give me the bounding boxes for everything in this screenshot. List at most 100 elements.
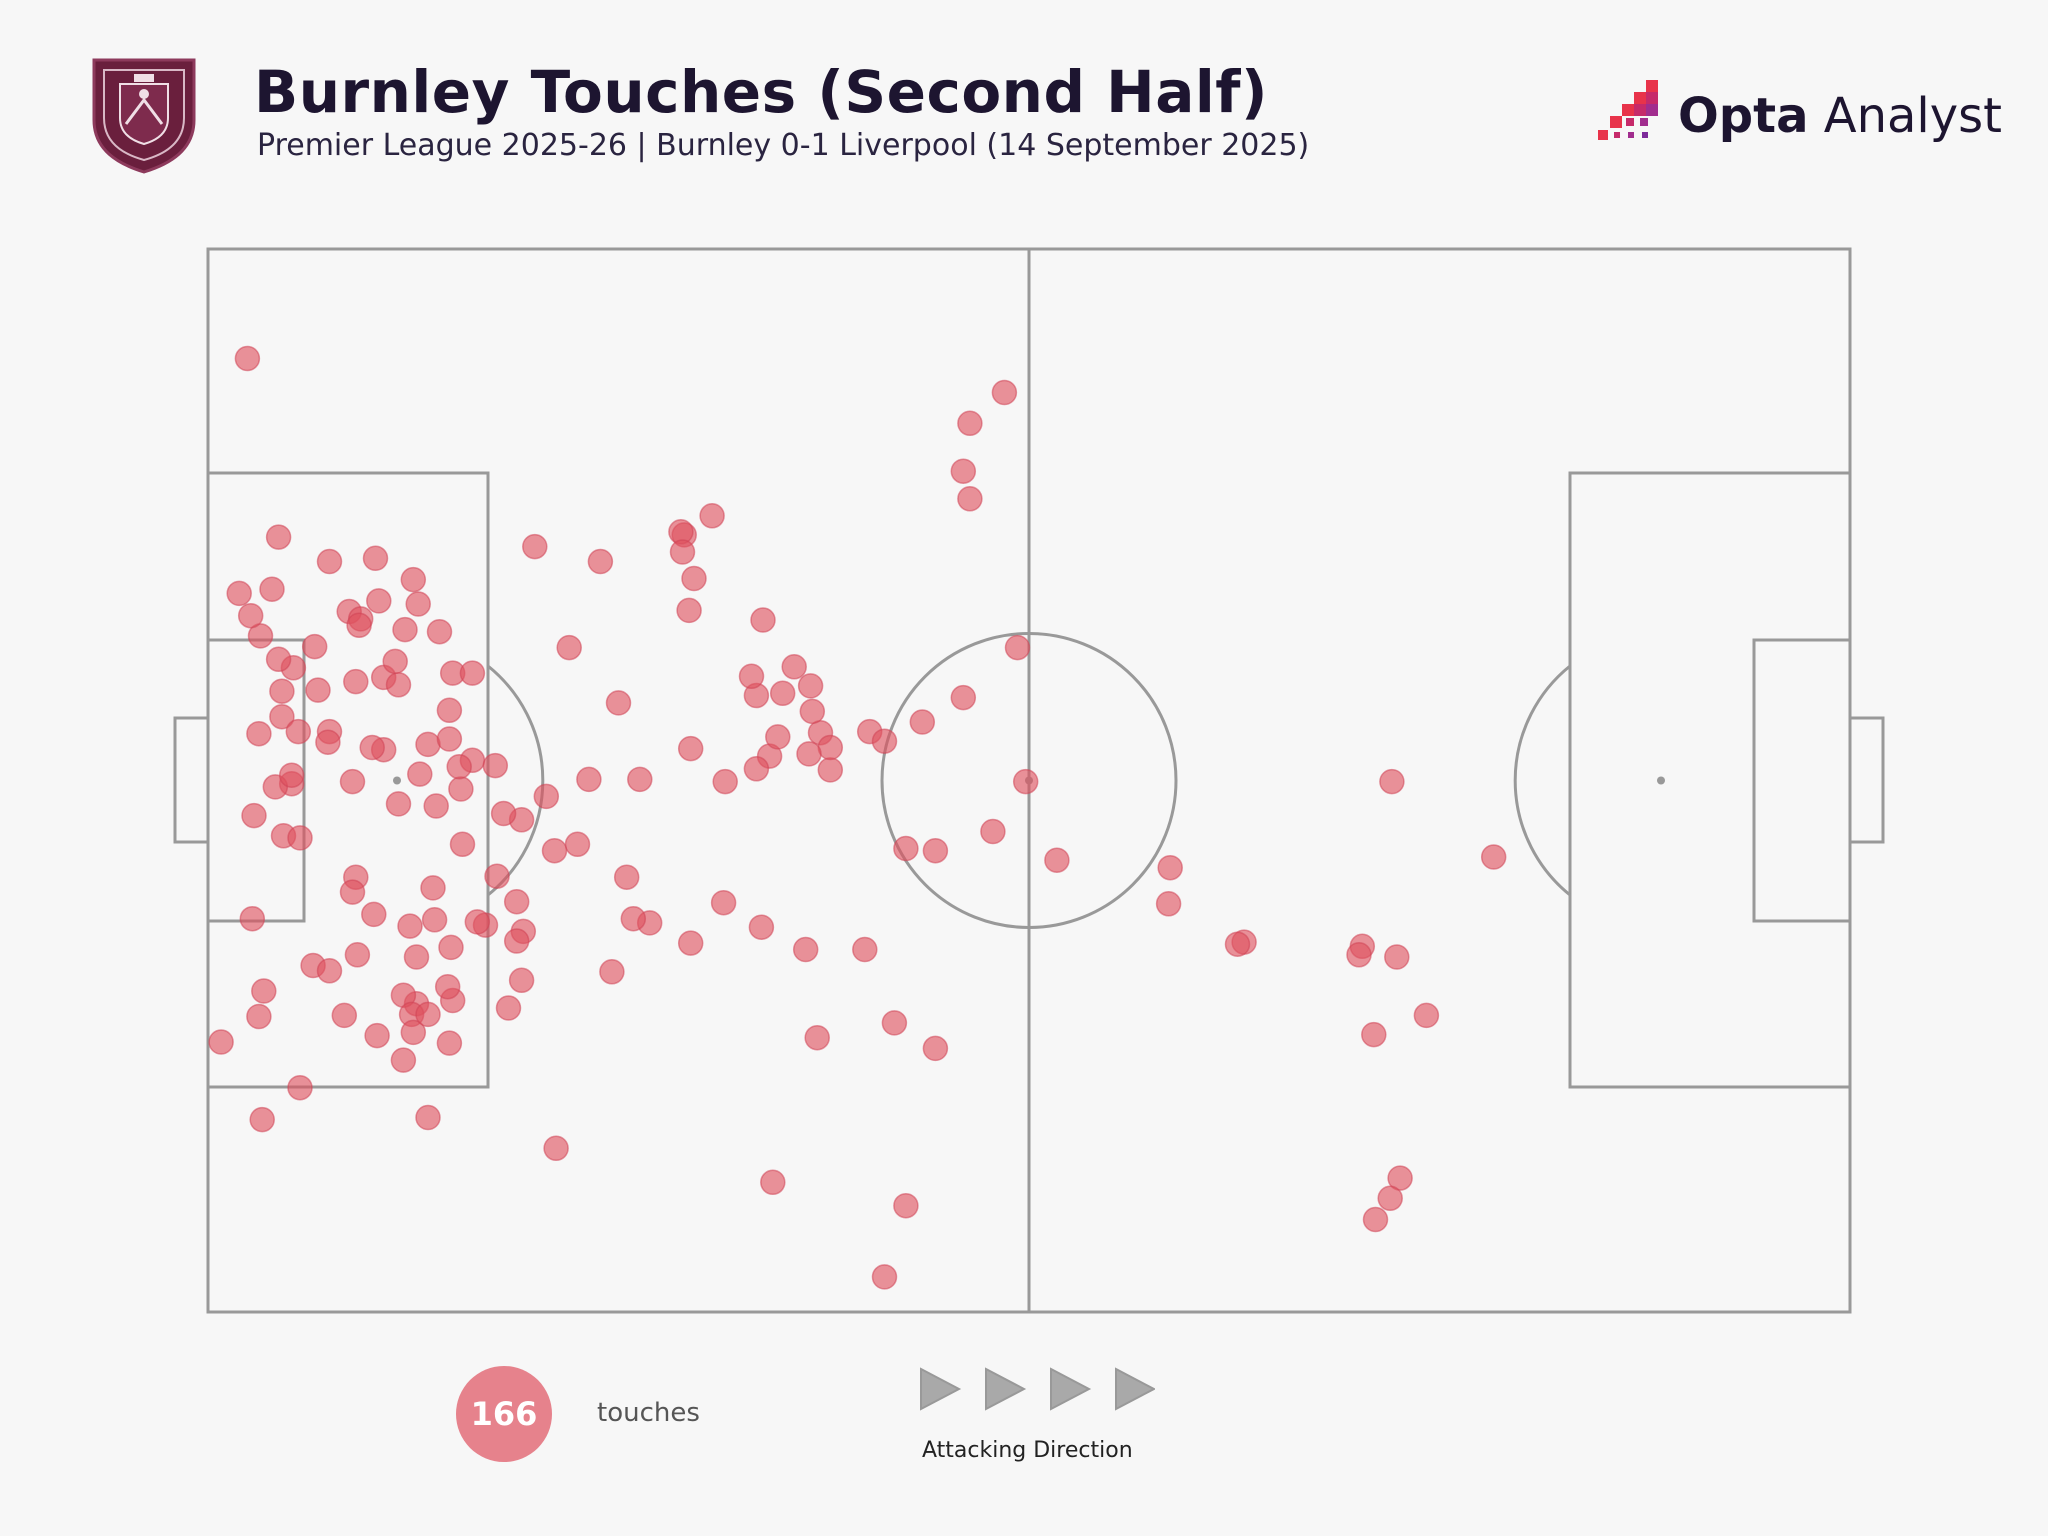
touch-point	[400, 1019, 427, 1046]
touch-point	[459, 660, 486, 686]
touch-point	[681, 565, 707, 592]
touch-point	[305, 677, 331, 703]
left-goal	[173, 716, 210, 844]
touch-point	[390, 1047, 417, 1073]
touch-point	[301, 633, 328, 660]
touch-point	[237, 602, 264, 629]
touch-point	[403, 944, 430, 970]
touch-point	[676, 597, 702, 624]
page-subtitle: Premier League 2025-26 | Burnley 0-1 Liv…	[257, 128, 1310, 163]
touch-point	[287, 825, 313, 851]
touch-point	[359, 734, 385, 761]
touch-point	[344, 942, 371, 968]
play-triangle-icon	[1050, 1367, 1092, 1411]
touch-point	[482, 752, 509, 779]
brand-name-light: Analyst	[1808, 88, 2002, 144]
touch-point	[246, 1003, 272, 1030]
touch-point	[331, 1002, 358, 1029]
touch-point	[503, 888, 530, 915]
touch-point	[362, 545, 389, 572]
touch-point	[1346, 942, 1372, 968]
touch-point	[991, 379, 1018, 406]
touch-point	[1413, 1002, 1440, 1029]
touch-point	[361, 901, 387, 928]
touch-point	[799, 698, 826, 725]
touch-point	[397, 913, 423, 939]
touch-point	[677, 735, 704, 762]
touch-point	[765, 724, 791, 750]
touch-point	[781, 654, 807, 680]
touch-point	[503, 928, 530, 954]
touch-point	[881, 1010, 908, 1036]
touch-point	[893, 1192, 919, 1219]
touch-point	[366, 588, 392, 614]
touch-point	[346, 612, 372, 639]
touch-point	[234, 345, 261, 372]
centre-circle	[880, 632, 1178, 929]
touch-point	[239, 905, 266, 932]
touch-point	[712, 768, 738, 795]
touch-point	[627, 766, 653, 793]
touch-point	[287, 1074, 313, 1101]
touch-point	[382, 648, 408, 675]
touch-point	[871, 728, 898, 754]
touch-point	[677, 930, 704, 956]
touch-point	[343, 668, 369, 695]
touch-point	[543, 1135, 569, 1162]
left-penalty-arc	[487, 664, 545, 897]
touch-point	[620, 905, 647, 932]
touch-point	[251, 978, 277, 1004]
touch-point	[464, 909, 491, 935]
touch-point	[669, 539, 696, 565]
right-penalty-spot	[1657, 776, 1665, 785]
touch-point	[448, 776, 474, 802]
right-penalty-box	[1568, 471, 1852, 1089]
opta-analyst-logo: Opta Analyst	[1596, 80, 2002, 152]
touch-point	[1224, 931, 1251, 957]
burnley-crest-icon	[92, 58, 196, 174]
touch-point	[533, 783, 560, 810]
touch-point	[576, 766, 602, 793]
touch-point	[852, 936, 878, 963]
touch-point	[1384, 944, 1410, 970]
page-title: Burnley Touches (Second Half)	[254, 58, 1268, 126]
touch-point	[249, 1106, 275, 1133]
touch-point	[400, 566, 427, 593]
touch-point	[269, 678, 295, 704]
touch-point	[950, 458, 977, 484]
touch-point	[1155, 891, 1182, 917]
touch-point	[769, 680, 796, 707]
touch-point	[364, 1022, 390, 1049]
touch-point	[950, 684, 977, 711]
touch-point	[484, 863, 510, 889]
touch-point	[508, 967, 535, 994]
touch-point	[804, 1024, 830, 1051]
touch-point	[285, 718, 312, 745]
touch-point	[339, 768, 366, 795]
touch-point	[265, 524, 292, 550]
touch-point	[1377, 1185, 1403, 1212]
touch-point	[556, 634, 582, 661]
touch-point	[405, 591, 431, 617]
touch-point	[587, 548, 614, 575]
touch-point	[817, 734, 844, 761]
touch-point	[407, 761, 433, 787]
touch-point	[1157, 854, 1183, 881]
touch-point	[1361, 1021, 1387, 1048]
touch-point	[316, 958, 343, 984]
touch-point	[797, 673, 824, 699]
touch-point	[415, 1001, 441, 1028]
touch-point	[710, 889, 737, 916]
touch-point	[796, 741, 822, 767]
touch-point	[495, 995, 522, 1021]
touch-point	[1044, 847, 1070, 873]
right-penalty-arc	[1513, 664, 1571, 897]
touch-point	[957, 486, 983, 512]
touch-point	[792, 936, 819, 963]
touch-point	[743, 756, 770, 782]
touch-point	[241, 802, 267, 829]
touch-point	[748, 914, 775, 940]
touch-point	[1362, 1206, 1389, 1233]
touch-point	[1012, 768, 1039, 795]
touch-point	[699, 503, 725, 529]
